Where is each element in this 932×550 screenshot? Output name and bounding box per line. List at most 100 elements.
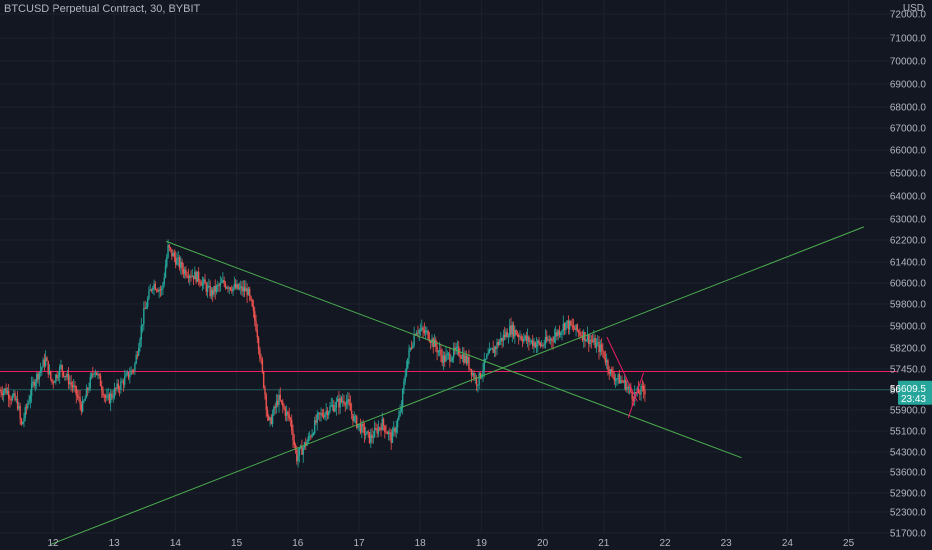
x-tick-label: 21 xyxy=(598,538,610,549)
candle-body xyxy=(549,338,552,341)
candle-body xyxy=(563,323,566,331)
candle-body xyxy=(229,287,232,290)
candle-body xyxy=(326,410,329,416)
candle-body xyxy=(78,396,80,398)
candle-body xyxy=(468,356,470,369)
candle-body xyxy=(185,269,187,276)
candle-body xyxy=(404,375,406,382)
candle-body xyxy=(364,434,367,436)
candle-body xyxy=(580,335,582,337)
candle-body xyxy=(530,340,533,342)
candle-body xyxy=(187,276,190,278)
y-tick-label: 67000.0 xyxy=(890,124,927,135)
candle-body xyxy=(386,432,389,435)
candle-body xyxy=(393,428,395,431)
candle-body xyxy=(363,426,366,435)
candle-body xyxy=(398,415,400,420)
candle-body xyxy=(164,266,167,278)
candle-body xyxy=(111,393,113,398)
candle-body xyxy=(60,365,62,368)
candle-body xyxy=(362,423,364,427)
candle-body xyxy=(30,383,33,396)
candle-body xyxy=(595,342,598,348)
candle-body xyxy=(289,418,292,421)
y-tick-label: 59800.0 xyxy=(890,300,927,311)
candle-body xyxy=(194,271,196,280)
candle-body xyxy=(262,371,265,388)
candle-body xyxy=(283,406,285,409)
candle-body xyxy=(43,359,46,366)
time-axis[interactable]: 12 13 14 15 16 17 18 19 20 21 22 23 24 25 xyxy=(47,538,854,549)
candle-body xyxy=(296,450,298,462)
price-axis[interactable]: 72000.0 71000.0 70000.0 69000.0 68000.0 67000… xyxy=(890,10,927,540)
candle-body xyxy=(141,324,144,326)
candle-body xyxy=(90,373,93,377)
candle-body xyxy=(567,320,570,330)
candle-body xyxy=(270,417,273,424)
drawn-trendlines[interactable] xyxy=(49,226,865,546)
y-tick-label: 61400.0 xyxy=(890,258,927,269)
candle-body xyxy=(400,407,403,411)
candle-body xyxy=(436,346,438,353)
candle-body xyxy=(34,381,37,387)
candle-body xyxy=(223,280,225,284)
candle-body xyxy=(376,428,378,434)
candle-body xyxy=(305,442,307,446)
candle-body xyxy=(124,376,126,385)
y-tick-label: 72000.0 xyxy=(890,10,927,21)
candle-body xyxy=(496,342,498,349)
candle-body xyxy=(257,337,260,350)
candle-body xyxy=(47,360,49,375)
candle-body xyxy=(254,311,256,321)
candle-body xyxy=(273,406,275,415)
candle-body xyxy=(85,388,88,398)
y-tick-label: 58200.0 xyxy=(890,344,927,355)
candle-body xyxy=(469,368,471,370)
candle-body xyxy=(517,335,520,338)
y-tick-label: 65000.0 xyxy=(890,169,927,180)
candle-body xyxy=(66,373,69,377)
candle-body xyxy=(157,290,159,292)
candle-body xyxy=(590,339,593,341)
candle-body xyxy=(520,336,522,340)
candle-body xyxy=(233,284,236,288)
candle-body xyxy=(20,418,23,425)
candle-body xyxy=(477,384,479,386)
candle-body xyxy=(4,388,6,392)
candle-body xyxy=(553,336,556,342)
candle-body xyxy=(371,434,373,438)
candle-body xyxy=(475,377,478,386)
candle-body xyxy=(470,369,473,376)
candle-body xyxy=(292,430,294,441)
candle-body xyxy=(616,378,618,380)
y-tick-label: 60600.0 xyxy=(890,279,927,290)
candle-body xyxy=(6,391,9,394)
candle-body xyxy=(381,418,383,431)
candle-body xyxy=(528,336,530,343)
candle-body xyxy=(102,390,104,396)
price-tag-box xyxy=(898,380,932,405)
candle-body xyxy=(619,380,622,384)
candle-body xyxy=(325,410,327,414)
candle-body xyxy=(403,381,405,390)
candle-body xyxy=(539,342,542,346)
candle-body xyxy=(422,327,424,331)
candle-body xyxy=(394,428,396,433)
candle-body xyxy=(227,287,229,289)
candle-body xyxy=(639,393,641,395)
candle-body xyxy=(247,288,250,296)
candle-body xyxy=(293,440,295,445)
candle-body xyxy=(473,373,475,379)
candle-body xyxy=(495,346,497,349)
candle-body xyxy=(589,339,591,344)
candle-body xyxy=(53,381,56,383)
candle-body xyxy=(540,344,543,346)
candle-body xyxy=(551,338,553,341)
candle-body xyxy=(144,308,146,310)
candle-body xyxy=(591,340,594,342)
candle-body xyxy=(28,401,30,404)
candle-body xyxy=(163,277,165,284)
candle-body xyxy=(556,332,558,336)
candle-body xyxy=(568,320,571,330)
